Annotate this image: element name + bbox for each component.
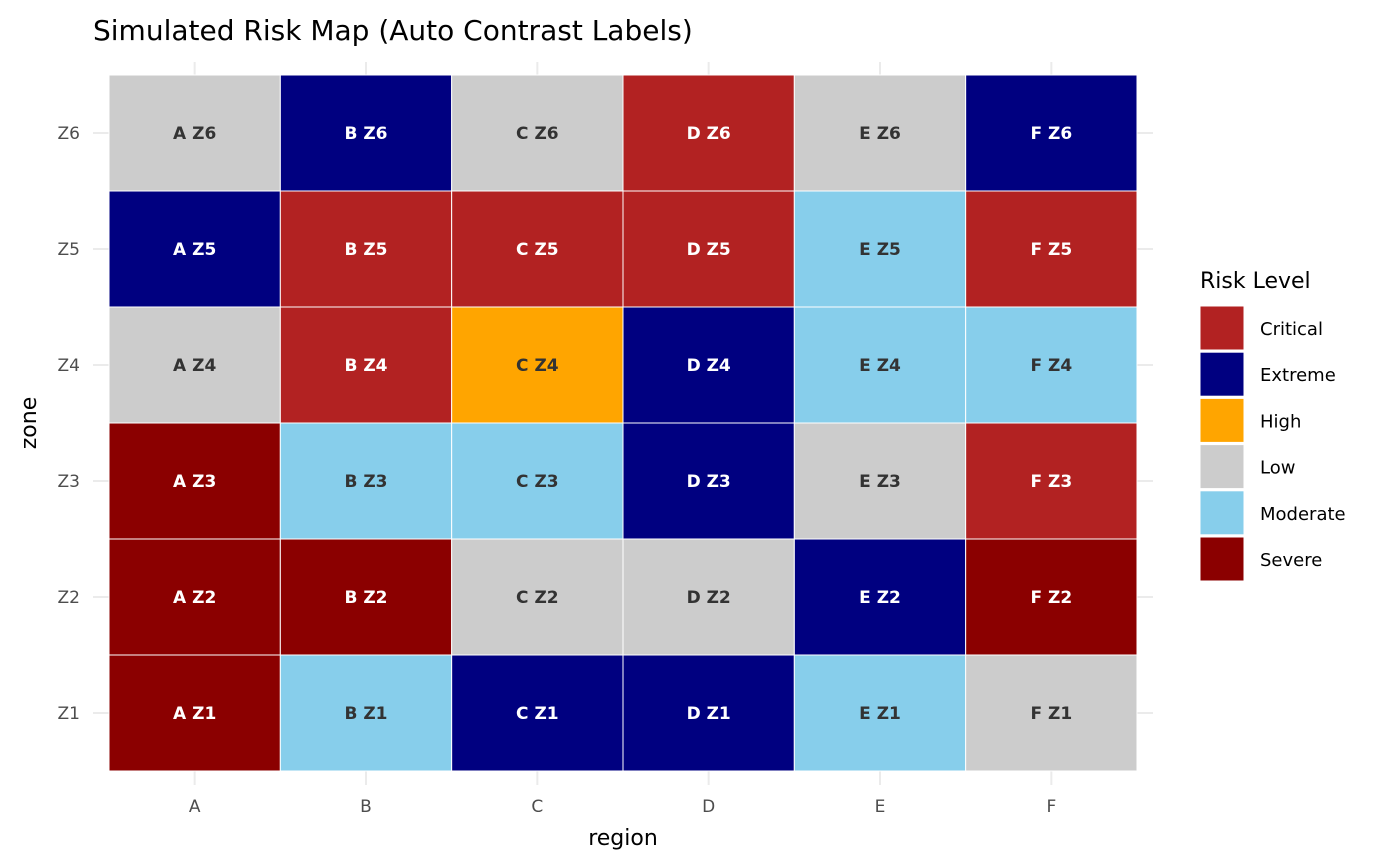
legend-key <box>1199 351 1245 397</box>
heatmap-tile <box>793 654 967 772</box>
tile-label: F Z1 <box>1030 704 1072 724</box>
x-tick-label: F <box>1046 797 1056 817</box>
legend-key <box>1199 444 1245 490</box>
heatmap-tile <box>622 422 795 540</box>
x-tick-label: B <box>360 797 372 817</box>
tile-label: F Z2 <box>1030 588 1072 608</box>
legend-label: Low <box>1260 458 1295 479</box>
legend-title: Risk Level <box>1200 269 1311 294</box>
heatmap-tile <box>108 654 281 772</box>
tile-label: A Z3 <box>173 472 216 492</box>
y-tick-label: Z3 <box>58 472 80 492</box>
x-tick-label: D <box>702 797 715 817</box>
heatmap-tile <box>279 74 453 192</box>
heatmap-tile <box>279 306 453 424</box>
x-axis-ticks: A B C D E F <box>189 797 1056 817</box>
tiles: A Z1 B Z1 C Z1 D Z1 E Z1 F Z1 A Z2 B Z2 C Z2 D Z2… <box>108 74 1138 772</box>
tile-label: E Z3 <box>859 472 901 492</box>
tile-label: D Z1 <box>687 704 731 724</box>
tile-label: A Z6 <box>173 124 216 144</box>
legend-label: Moderate <box>1260 504 1346 525</box>
chart-title: Simulated Risk Map (Auto Contrast Labels… <box>93 14 693 47</box>
legend: Critical Extreme High Low Moderate Severe <box>1199 305 1346 582</box>
tile-label: C Z2 <box>516 588 559 608</box>
tile-label: C Z6 <box>516 124 559 144</box>
legend-label: Critical <box>1260 319 1323 340</box>
x-tick-label: C <box>531 797 543 817</box>
heatmap-tile <box>793 306 967 424</box>
legend-label: Severe <box>1260 550 1322 571</box>
legend-key <box>1199 536 1245 582</box>
heatmap-tile <box>793 190 967 308</box>
heatmap-tile <box>965 422 1138 540</box>
heatmap-tile <box>793 74 967 192</box>
tile-label: D Z5 <box>687 240 731 260</box>
heatmap-tile <box>793 422 967 540</box>
x-axis-title: region <box>588 826 658 851</box>
y-tick-label: Z1 <box>58 704 80 724</box>
tile-label: B Z2 <box>344 588 387 608</box>
heatmap-tile <box>965 538 1138 656</box>
tile-label: E Z1 <box>859 704 901 724</box>
tile-label: A Z5 <box>173 240 216 260</box>
tile-label: C Z3 <box>516 472 559 492</box>
heatmap-tile <box>108 74 281 192</box>
heatmap-tile <box>622 538 795 656</box>
tile-label: E Z2 <box>859 588 901 608</box>
y-axis-title: zone <box>17 397 42 450</box>
legend-label: High <box>1260 411 1301 432</box>
tile-label: A Z4 <box>173 356 216 376</box>
y-tick-label: Z4 <box>58 356 80 376</box>
legend-key <box>1199 490 1245 536</box>
heatmap-tile <box>279 422 453 540</box>
tile-label: D Z3 <box>687 472 731 492</box>
y-axis-ticks: Z1 Z2 Z3 Z4 Z5 Z6 <box>58 124 80 724</box>
legend-label: Extreme <box>1260 365 1336 386</box>
tile-label: B Z3 <box>344 472 387 492</box>
heatmap-tile <box>965 306 1138 424</box>
heatmap-tile <box>108 538 281 656</box>
tile-label: C Z5 <box>516 240 559 260</box>
tile-label: D Z4 <box>687 356 731 376</box>
heatmap-tile <box>622 306 795 424</box>
tile-label: A Z2 <box>173 588 216 608</box>
tile-label: D Z2 <box>687 588 731 608</box>
heatmap-tile <box>451 306 624 424</box>
tile-label: C Z4 <box>516 356 559 376</box>
tile-label: C Z1 <box>516 704 559 724</box>
heatmap-tile <box>965 654 1138 772</box>
tile-label: F Z5 <box>1030 240 1072 260</box>
heatmap-tile <box>451 74 624 192</box>
heatmap-tile <box>279 190 453 308</box>
tile-label: B Z1 <box>344 704 387 724</box>
tile-label: E Z5 <box>859 240 901 260</box>
x-tick-label: A <box>189 797 201 817</box>
tile-label: D Z6 <box>687 124 731 144</box>
tile-label: B Z4 <box>344 356 387 376</box>
tile-label: F Z3 <box>1030 472 1072 492</box>
legend-key <box>1199 397 1245 443</box>
heatmap-tile <box>793 538 967 656</box>
heatmap-tile <box>451 190 624 308</box>
heatmap-tile <box>108 306 281 424</box>
heatmap-tile <box>965 190 1138 308</box>
y-tick-label: Z2 <box>58 588 80 608</box>
y-tick-label: Z5 <box>58 240 80 260</box>
tile-label: F Z6 <box>1030 124 1072 144</box>
x-tick-label: E <box>875 797 886 817</box>
tile-label: B Z5 <box>344 240 387 260</box>
tile-label: A Z1 <box>173 704 216 724</box>
tile-label: E Z4 <box>859 356 901 376</box>
heatmap-tile <box>451 422 624 540</box>
tile-label: F Z4 <box>1030 356 1072 376</box>
legend-key <box>1199 305 1245 351</box>
heatmap-tile <box>965 74 1138 192</box>
tile-label: B Z6 <box>344 124 387 144</box>
heatmap-tile <box>279 538 453 656</box>
tile-label: E Z6 <box>859 124 901 144</box>
y-tick-label: Z6 <box>58 124 80 144</box>
heatmap-tile <box>108 422 281 540</box>
heatmap-tile <box>279 654 453 772</box>
